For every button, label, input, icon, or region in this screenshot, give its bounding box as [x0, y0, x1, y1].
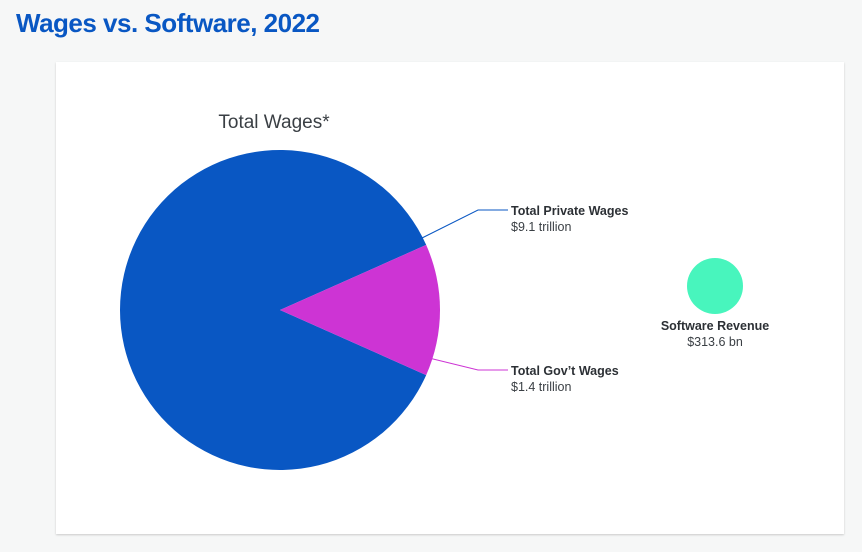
slice-value-govt-wages: $1.4 trillion	[511, 380, 571, 394]
slice-label-private-wages: Total Private Wages	[511, 204, 628, 218]
chart-card: Total Wages* Total Private Wages $9.1 tri…	[56, 62, 844, 534]
wages-chart: Total Wages* Total Private Wages $9.1 tri…	[120, 112, 769, 470]
slice-value-private-wages: $9.1 trillion	[511, 220, 571, 234]
page-title: Wages vs. Software, 2022	[16, 8, 320, 38]
pie-slice-private-wages	[120, 149, 427, 470]
pie-slice-govt-wages	[280, 244, 441, 376]
software-revenue-bubble	[687, 258, 743, 314]
software-revenue-value: $313.6 bn	[687, 335, 743, 349]
slice-label-govt-wages: Total Gov’t Wages	[511, 364, 619, 378]
leader-line-govt-wages	[428, 357, 508, 371]
pie-slices	[120, 149, 441, 470]
pie-title: Total Wages*	[218, 112, 330, 133]
software-revenue-label: Software Revenue	[661, 319, 769, 333]
pie-labels: Total Private Wages $9.1 trillion Total Go…	[421, 204, 628, 394]
leader-line-private-wages	[421, 209, 508, 239]
